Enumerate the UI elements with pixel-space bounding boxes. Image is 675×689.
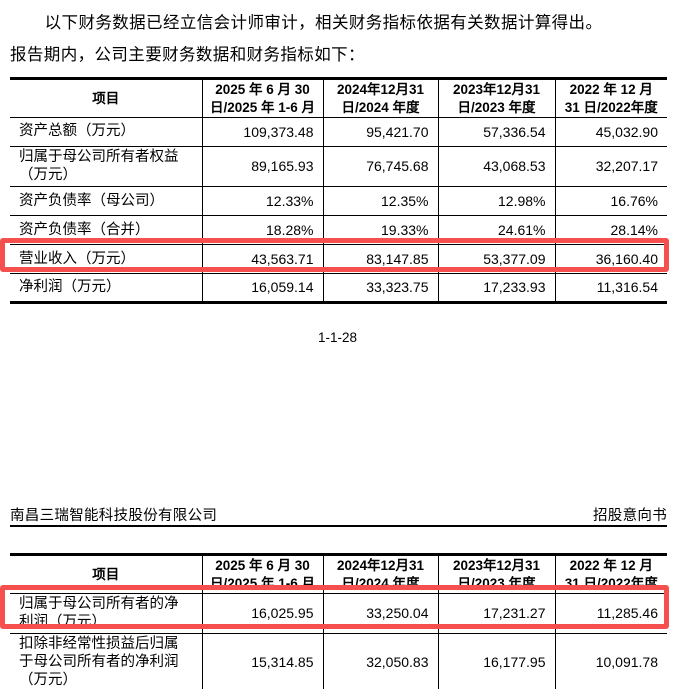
table-cell: 12.35% (322, 186, 438, 217)
table-cell: 17,233.93 (437, 273, 555, 304)
table-cell: 32,207.17 (554, 146, 667, 188)
net-profit-detail-table: 项目 2025 年 6 月 30 日/2025 年 1-6 月 2024年12月3… (10, 553, 667, 689)
table-row-parent-net-profit: 归属于母公司所有者的净利润（万元） 16,025.95 33,250.04 17… (10, 593, 667, 635)
table-row-operating-revenue: 营业收入（万元） 43,563.71 83,147.85 53,377.09 3… (10, 244, 667, 275)
company-name: 南昌三瑞智能科技股份有限公司 (10, 508, 218, 524)
table-cell: 10,091.78 (554, 633, 667, 689)
table-cell: 12.98% (437, 186, 555, 217)
table-cell: 33,250.04 (322, 593, 438, 635)
row-label: 归属于母公司所有者权益（万元） (10, 146, 202, 188)
table-cell: 16,025.95 (201, 593, 323, 635)
column-header-2023: 2023年12月31 日/2023 年度 (437, 78, 555, 119)
column-header-2025: 2025 年 6 月 30 日/2025 年 1-6 月 (201, 554, 323, 595)
row-label: 资产负债率（母公司） (10, 186, 202, 217)
table-cell: 19.33% (322, 215, 438, 246)
table-row-debt-ratio-consolidated: 资产负债率（合并） 18.28% 19.33% 24.61% 28.14% (10, 215, 667, 246)
table-cell: 53,377.09 (437, 244, 555, 275)
table-cell: 11,285.46 (554, 593, 667, 635)
table-cell: 12.33% (201, 186, 323, 217)
row-label: 资产负债率（合并） (10, 215, 202, 246)
table-cell: 43,068.53 (437, 146, 555, 188)
intro-paragraph-line2: 报告期内，公司主要财务数据和财务指标如下： (10, 45, 365, 64)
page-number: 1-1-28 (317, 330, 358, 345)
column-header-2024: 2024年12月31 日/2024 年度 (322, 78, 438, 119)
column-header-2024: 2024年12月31 日/2024 年度 (322, 554, 438, 595)
table-row-net-profit-excl-nonrecurring: 扣除非经常性损益后归属于母公司所有者的净利润（万元） 15,314.85 32,… (10, 633, 667, 689)
table-cell: 16.76% (554, 186, 667, 217)
row-label: 净利润（万元） (10, 273, 202, 304)
table-cell: 36,160.40 (554, 244, 667, 275)
table-cell: 32,050.83 (322, 633, 438, 689)
table-cell: 109,373.48 (201, 117, 323, 148)
table-row-total-assets: 资产总额（万元） 109,373.48 95,421.70 57,336.54 … (10, 117, 667, 148)
table-cell: 83,147.85 (322, 244, 438, 275)
table-cell: 17,231.27 (437, 593, 555, 635)
table-cell: 11,316.54 (554, 273, 667, 304)
table-cell: 28.14% (554, 215, 667, 246)
column-header-2022: 2022 年 12 月 31 日/2022年度 (554, 78, 667, 119)
column-header-item: 项目 (10, 78, 202, 119)
document-type-label: 招股意向书 (593, 508, 667, 524)
table-row-net-profit: 净利润（万元） 16,059.14 33,323.75 17,233.93 11… (10, 273, 667, 304)
table-cell: 15,314.85 (201, 633, 323, 689)
column-header-item: 项目 (10, 554, 202, 595)
row-label: 营业收入（万元） (10, 244, 202, 275)
table-cell: 89,165.93 (201, 146, 323, 188)
table-row-debt-ratio-parent: 资产负债率（母公司） 12.33% 12.35% 12.98% 16.76% (10, 186, 667, 217)
column-header-2022: 2022 年 12 月 31 日/2022年度 (554, 554, 667, 595)
table-cell: 16,177.95 (437, 633, 555, 689)
table-cell: 57,336.54 (437, 117, 555, 148)
row-label: 扣除非经常性损益后归属于母公司所有者的净利润（万元） (10, 633, 202, 689)
running-header: 南昌三瑞智能科技股份有限公司 招股意向书 (10, 502, 667, 527)
table-header-row: 项目 2025 年 6 月 30 日/2025 年 1-6 月 2024年12月3… (10, 554, 667, 595)
table-header-row: 项目 2025 年 6 月 30 日/2025 年 1-6 月 2024年12月3… (10, 78, 667, 119)
intro-paragraph-line1: 以下财务数据已经立信会计师审计，相关财务指标依据有关数据计算得出。 (44, 13, 603, 32)
table-cell: 76,745.68 (322, 146, 438, 188)
row-label: 归属于母公司所有者的净利润（万元） (10, 593, 202, 635)
table-cell: 16,059.14 (201, 273, 323, 304)
table-cell: 24.61% (437, 215, 555, 246)
table-cell: 33,323.75 (322, 273, 438, 304)
table-cell: 43,563.71 (201, 244, 323, 275)
table-cell: 18.28% (201, 215, 323, 246)
table-cell: 95,421.70 (322, 117, 438, 148)
column-header-2025: 2025 年 6 月 30 日/2025 年 1-6 月 (201, 78, 323, 119)
financial-summary-table: 项目 2025 年 6 月 30 日/2025 年 1-6 月 2024年12月3… (10, 77, 667, 305)
table-row-parent-equity: 归属于母公司所有者权益（万元） 89,165.93 76,745.68 43,0… (10, 146, 667, 188)
column-header-2023: 2023年12月31 日/2023 年度 (437, 554, 555, 595)
row-label: 资产总额（万元） (10, 117, 202, 148)
table-cell: 45,032.90 (554, 117, 667, 148)
